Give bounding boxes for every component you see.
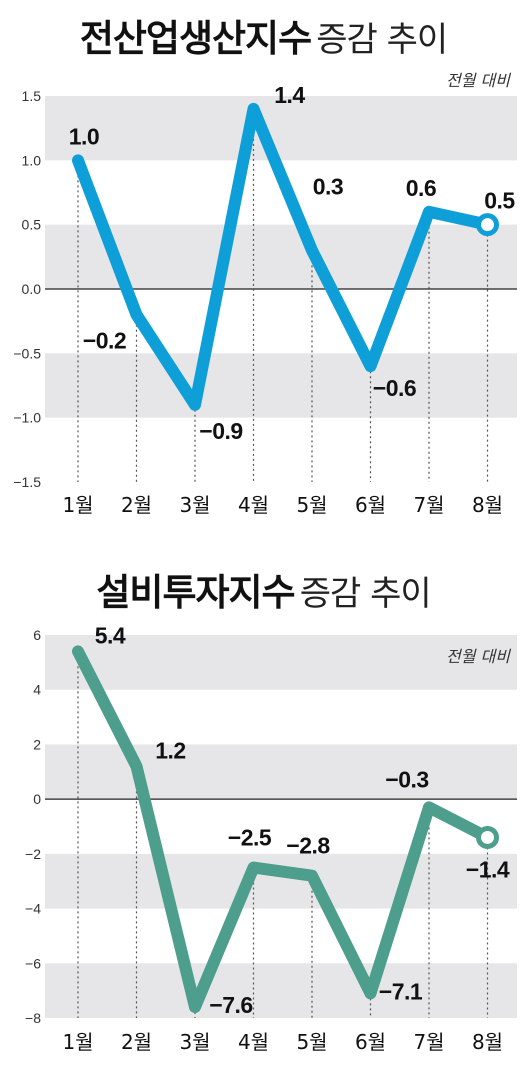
chart1-value-label: 0.5 — [484, 188, 515, 214]
chart1-ytick-label: 0.0 — [22, 281, 42, 297]
chart1-category-label: 5월 — [296, 493, 327, 517]
chart1-title-sub: 증감 추이 — [316, 20, 448, 60]
chart1-value-label: 0.3 — [313, 173, 343, 199]
chart2-category-label: 5월 — [296, 1030, 327, 1054]
chart1-value-label: 1.4 — [274, 82, 305, 108]
chart1-last-point-marker — [476, 213, 499, 237]
chart2-value-label: 1.2 — [155, 737, 185, 763]
chart1-ytick-label: 1.5 — [22, 88, 42, 104]
chart2-category-label: 2월 — [121, 1030, 152, 1054]
chart2-ytick-label: −8 — [25, 1010, 41, 1026]
chart2-category-label: 6월 — [355, 1030, 386, 1054]
chart2-ytick-label: −6 — [25, 955, 41, 971]
chart2-grid-band — [45, 963, 517, 1018]
chart2-title: 설비투자지수 증감 추이 — [0, 562, 527, 616]
chart1-category-label: 1월 — [62, 493, 93, 517]
chart2-grid-band — [45, 635, 517, 690]
chart2-ytick-label: 2 — [33, 736, 41, 752]
chart2-value-label: −2.8 — [286, 833, 330, 859]
chart2-ytick-label: 0 — [33, 791, 41, 807]
chart2-title-sub: 증감 추이 — [299, 574, 432, 614]
chart2-title-main: 설비투자지수 — [96, 571, 295, 614]
chart2-ytick-label: 4 — [33, 682, 41, 698]
chart2-value-label: −2.5 — [228, 825, 272, 851]
chart2-value-label: −1.4 — [466, 856, 510, 882]
chart1-ytick-label: 1.0 — [22, 152, 42, 168]
chart2-value-label: −0.3 — [385, 766, 428, 792]
chart1-grid-band — [45, 353, 517, 418]
chart2-ytick-label: −4 — [25, 901, 41, 917]
chart1-title: 전산업생산지수 증감 추이 — [0, 8, 527, 62]
chart1-value-label: −0.2 — [83, 328, 126, 354]
chart2-grid-band — [45, 853, 517, 909]
chart2-ytick-label: 6 — [33, 627, 41, 643]
chart1-category-label: 2월 — [121, 493, 152, 517]
chart2-category-label: 7월 — [413, 1030, 444, 1054]
chart2-category-label: 1월 — [62, 1030, 93, 1054]
chart1-ytick-label: −1.0 — [13, 410, 41, 426]
chart2-category-label: 4월 — [238, 1030, 269, 1054]
chart1-category-label: 3월 — [179, 493, 210, 517]
chart2-series-line — [72, 645, 494, 1014]
chart2-ytick-label: −2 — [25, 846, 41, 862]
chart1-grid-band — [45, 96, 517, 161]
chart1-ytick-label: 0.5 — [22, 217, 42, 233]
chart1-value-label: −0.9 — [199, 418, 242, 444]
chart1-category-label: 4월 — [238, 493, 269, 517]
industrial-production-chart: 1.5 1.0 0.5 0.0 −0.5 −1.0 −1.5 전월 대비 1.0 −0.2 −0.9… — [13, 71, 517, 517]
chart2-last-point-marker — [476, 825, 499, 849]
chart1-note: 전월 대비 — [446, 71, 511, 90]
chart2-category-label: 8월 — [472, 1030, 503, 1054]
chart2-category-label: 3월 — [179, 1030, 210, 1054]
chart2-value-label: −7.1 — [379, 978, 423, 1004]
chart2-value-label: −7.6 — [209, 992, 252, 1018]
chart1-ytick-label: −0.5 — [13, 345, 41, 361]
chart1-series-line — [72, 102, 494, 411]
chart1-category-label: 7월 — [413, 493, 444, 517]
chart1-title-main: 전산업생산지수 — [79, 17, 312, 60]
chart2-value-label: 5.4 — [95, 622, 126, 648]
chart2-note: 전월 대비 — [446, 647, 511, 666]
chart1-value-label: 0.6 — [406, 175, 436, 201]
chart2-grid-band — [45, 744, 517, 800]
chart1-ytick-label: −1.5 — [13, 474, 41, 490]
chart1-category-label: 6월 — [355, 493, 386, 517]
chart1-value-label: −0.6 — [373, 375, 416, 401]
chart1-value-label: 1.0 — [69, 123, 99, 149]
chart1-category-label: 8월 — [472, 493, 503, 517]
